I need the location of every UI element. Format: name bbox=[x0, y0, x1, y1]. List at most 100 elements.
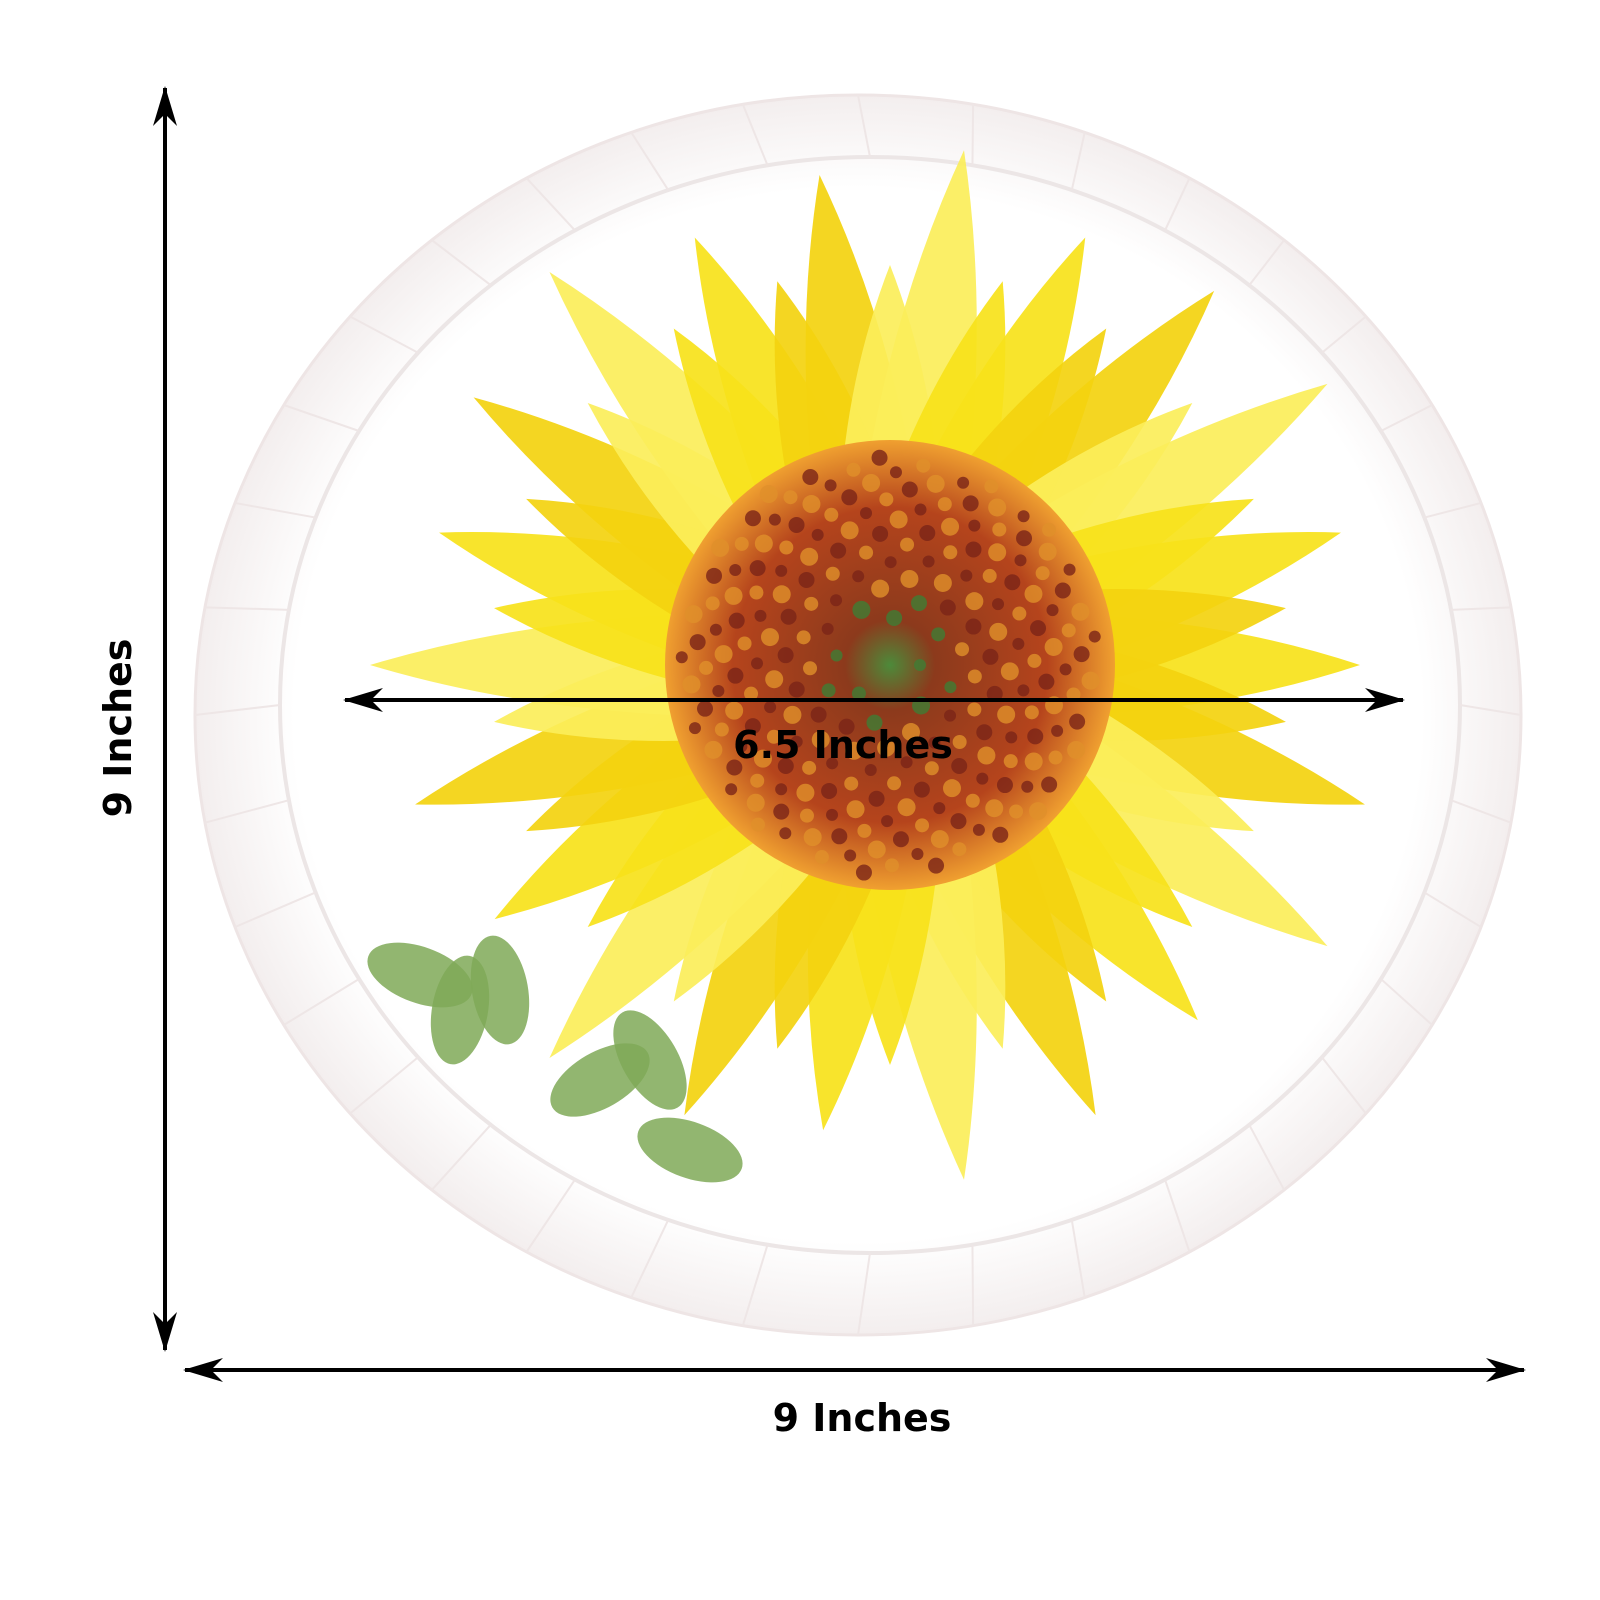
seed bbox=[709, 623, 722, 636]
plate-rib bbox=[630, 1219, 670, 1299]
seed bbox=[864, 764, 877, 777]
seed bbox=[803, 661, 818, 676]
seed bbox=[982, 568, 997, 583]
seed bbox=[924, 761, 939, 776]
seed bbox=[773, 803, 790, 820]
seed bbox=[887, 776, 902, 791]
plate-rib bbox=[1450, 799, 1512, 824]
plate-rib bbox=[283, 404, 360, 432]
seed bbox=[1024, 752, 1043, 771]
plate-rib bbox=[1380, 978, 1433, 1026]
seed bbox=[706, 567, 723, 584]
seed bbox=[1054, 582, 1071, 599]
plate-rib bbox=[525, 177, 576, 232]
seed bbox=[889, 466, 902, 479]
seed bbox=[982, 648, 999, 665]
seed bbox=[838, 718, 855, 735]
seed bbox=[744, 718, 761, 735]
seed bbox=[972, 823, 985, 836]
seed bbox=[775, 783, 788, 796]
plate-rib bbox=[1070, 1219, 1086, 1298]
seed bbox=[943, 545, 958, 560]
seed bbox=[1038, 673, 1055, 690]
seed bbox=[840, 521, 859, 540]
seed bbox=[872, 525, 889, 542]
seed bbox=[1012, 637, 1025, 650]
seed bbox=[800, 547, 819, 566]
seed bbox=[726, 759, 743, 776]
seed bbox=[846, 462, 861, 477]
seed bbox=[811, 528, 824, 541]
seed bbox=[977, 746, 996, 765]
seed bbox=[779, 540, 794, 555]
seed bbox=[1044, 637, 1063, 656]
seed bbox=[965, 618, 982, 635]
seed bbox=[712, 685, 725, 698]
seed bbox=[900, 537, 915, 552]
seed bbox=[790, 735, 803, 748]
seed bbox=[965, 541, 982, 558]
seed bbox=[750, 817, 765, 832]
seed bbox=[1005, 731, 1018, 744]
seed bbox=[871, 579, 890, 598]
seed bbox=[967, 702, 982, 717]
plate-rib bbox=[349, 1056, 419, 1115]
seed bbox=[984, 479, 999, 494]
seed bbox=[826, 757, 839, 770]
seed bbox=[965, 793, 980, 808]
seed bbox=[1088, 630, 1101, 643]
plate-rib bbox=[857, 94, 871, 158]
height-label: 9 Inches bbox=[96, 638, 140, 818]
seed bbox=[821, 683, 836, 698]
seed bbox=[996, 777, 1013, 794]
seed bbox=[941, 517, 960, 536]
seed bbox=[727, 667, 744, 684]
seed bbox=[889, 510, 908, 529]
seed bbox=[725, 783, 738, 796]
seed bbox=[866, 714, 883, 731]
plate-rib bbox=[1164, 1179, 1191, 1253]
design-width-label: 6.5 Inches bbox=[733, 723, 953, 767]
seed bbox=[960, 569, 973, 582]
plate-rib bbox=[431, 239, 492, 287]
plate-rib bbox=[741, 104, 769, 166]
seed bbox=[768, 513, 781, 526]
seed bbox=[824, 479, 837, 492]
plate-rib bbox=[1450, 606, 1511, 611]
leaf bbox=[637, 1117, 743, 1183]
seed bbox=[1000, 662, 1019, 681]
seed bbox=[821, 622, 834, 635]
seed bbox=[976, 772, 989, 785]
seed bbox=[897, 798, 916, 817]
seed bbox=[862, 473, 881, 492]
seed bbox=[1081, 671, 1100, 690]
seed bbox=[754, 534, 773, 553]
seed bbox=[749, 585, 764, 600]
seed bbox=[749, 560, 766, 577]
seed bbox=[911, 848, 924, 861]
seed bbox=[831, 828, 848, 845]
seed bbox=[759, 485, 778, 504]
seed bbox=[911, 595, 928, 612]
plate-rib bbox=[630, 131, 670, 191]
seed bbox=[926, 474, 945, 493]
seed bbox=[1024, 584, 1043, 603]
seed bbox=[724, 586, 743, 605]
plate-rib bbox=[194, 704, 281, 716]
seed bbox=[1003, 754, 1018, 769]
seed bbox=[780, 608, 797, 625]
seed bbox=[1048, 750, 1063, 765]
seed bbox=[704, 740, 723, 759]
seed bbox=[1035, 566, 1050, 581]
seed bbox=[1063, 563, 1076, 576]
seed bbox=[1024, 705, 1039, 720]
seed bbox=[844, 776, 859, 791]
seed bbox=[714, 722, 729, 737]
seed bbox=[992, 598, 1005, 611]
seed bbox=[802, 760, 817, 775]
plate-rib bbox=[1248, 239, 1285, 286]
plate-rib bbox=[234, 891, 316, 928]
seed bbox=[760, 628, 779, 647]
plate-rib bbox=[525, 1179, 576, 1253]
seed bbox=[942, 779, 961, 798]
